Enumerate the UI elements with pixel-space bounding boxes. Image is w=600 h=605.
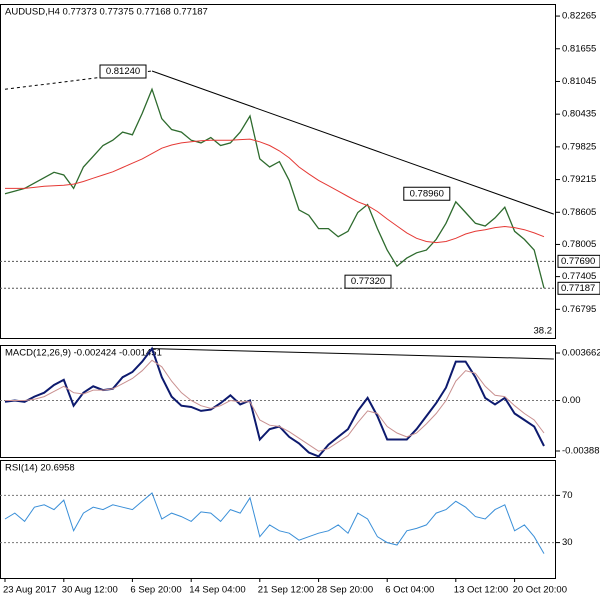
x-tick-label: 30 Aug 12:00 [62,585,118,596]
y-tick-label: 30 [562,537,573,548]
annotation-label: 0.81240 [106,66,140,77]
y-tick-label: 0.80435 [562,109,596,120]
y-tick-label: 0.003662 [562,348,600,359]
y-tick-label: 0.81045 [562,76,596,87]
annotation-box [99,64,147,79]
panel-title: MACD(12,26,9) -0.002424 -0.001451 [5,348,162,359]
trend-line [151,70,554,215]
trend-line [4,70,153,90]
panel-frame [0,345,556,458]
note: 38.2 [534,326,553,337]
trend-line [151,348,554,360]
panel-title: AUDUSD,H4 0.77373 0.77375 0.77168 0.7718… [5,7,208,18]
y-tick-label: -0.003887 [562,446,600,457]
y-tick-label: 0.00 [562,395,581,406]
y-tick-label: 0.78605 [562,207,596,218]
annotation-label: 0.78960 [410,188,444,199]
x-tick-label: 20 Oct 20:00 [513,585,567,596]
level-label: 0.77690 [561,256,595,267]
panel-frame [0,4,556,339]
x-tick-label: 6 Sep 20:00 [130,585,181,596]
series-line [4,346,545,458]
series-line [5,359,545,452]
y-tick-label: 0.82265 [562,11,596,22]
y-tick-label: 0.78005 [562,239,596,250]
y-tick-label: 70 [562,490,573,501]
series-line [4,87,545,289]
x-tick-label: 14 Sep 04:00 [189,585,246,596]
y-tick-label: 0.77405 [562,271,596,282]
x-tick-label: 21 Sep 12:00 [258,585,315,596]
panel-title: RSI(14) 20.6958 [5,463,75,474]
x-tick-label: 23 Aug 2017 [3,585,56,596]
level-label: 0.77187 [561,283,595,294]
annotation-label: 0.77320 [351,276,385,287]
x-tick-label: 6 Oct 04:00 [385,585,434,596]
x-tick-label: 13 Oct 12:00 [454,585,508,596]
annotation-box [403,186,451,201]
level-label-box [557,281,600,295]
y-tick-label: 0.81655 [562,43,596,54]
y-tick-label: 0.76795 [562,304,596,315]
y-tick-label: 0.79215 [562,174,596,185]
annotation-box [344,274,392,289]
x-tick-label: 28 Sep 20:00 [317,585,374,596]
y-tick-label: 0.79825 [562,141,596,152]
level-label-box [557,254,600,268]
panel-frame [0,460,556,579]
series-line [4,492,545,554]
series-line [5,138,545,244]
